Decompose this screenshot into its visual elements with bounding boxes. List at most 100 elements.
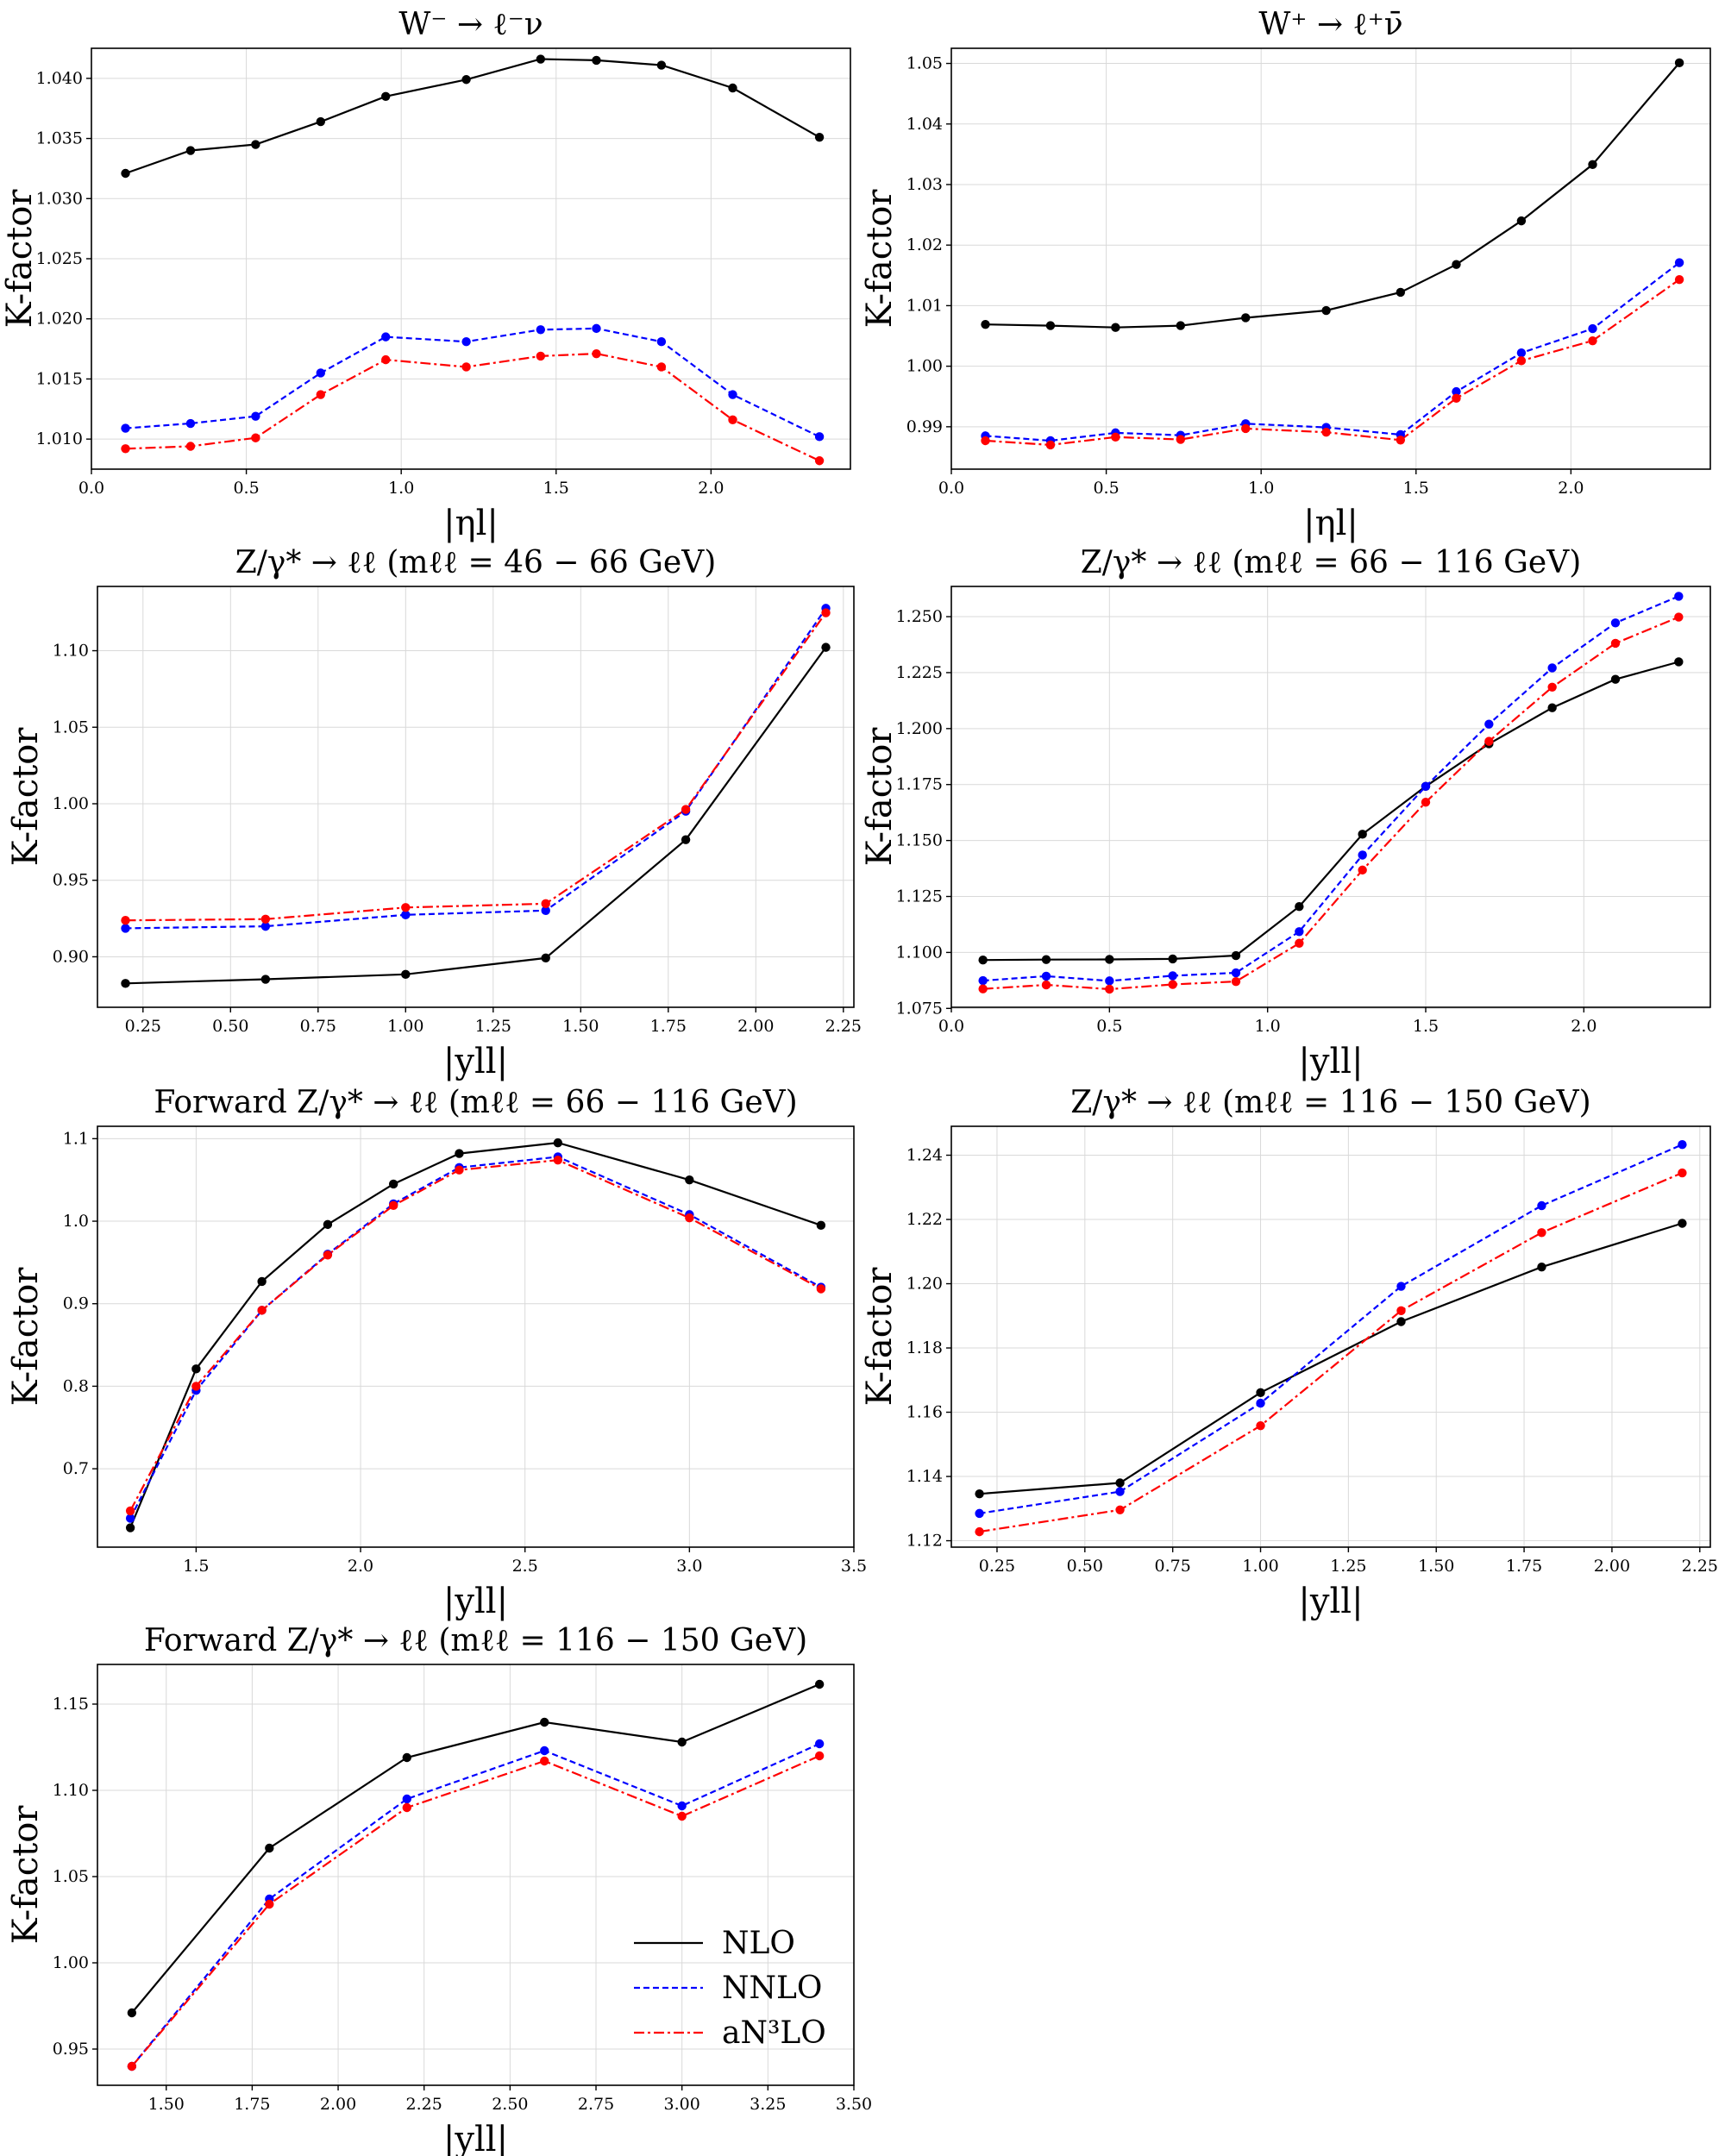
y-tick-label: 1.150 <box>896 831 943 850</box>
data-point <box>978 975 988 986</box>
data-point <box>656 362 667 372</box>
data-point <box>685 1213 694 1223</box>
data-point <box>681 805 691 814</box>
data-point <box>975 1508 984 1519</box>
data-point <box>1041 980 1051 990</box>
data-point <box>1547 703 1557 712</box>
panel-title: Z/γ* → ℓℓ (mℓℓ = 116 − 150 GeV) <box>1070 1085 1590 1120</box>
y-axis-label: K-factor <box>860 1267 900 1407</box>
x-tick-label: 1.50 <box>562 1017 599 1036</box>
data-point <box>816 1220 826 1231</box>
y-tick-label: 1.075 <box>896 999 943 1018</box>
data-point <box>1231 976 1241 987</box>
data-point <box>728 415 737 425</box>
x-tick-label: 1.5 <box>1403 479 1429 498</box>
x-tick-label: 2.00 <box>1594 1557 1630 1576</box>
data-point <box>814 1679 825 1689</box>
x-tick-label: 1.50 <box>148 2095 185 2114</box>
x-tick-label: 0.0 <box>938 479 964 498</box>
data-point <box>814 432 825 442</box>
y-axis-label: K-factor <box>860 727 900 867</box>
series-line-NLO <box>131 1683 820 2014</box>
data-point <box>1452 260 1461 269</box>
data-point <box>455 1149 464 1158</box>
x-axis-label: |yll| <box>1298 1582 1363 1621</box>
data-point <box>1168 954 1177 964</box>
series-line-NLO <box>982 661 1679 962</box>
series-line-NLO <box>985 62 1680 329</box>
data-point <box>121 444 130 454</box>
data-point <box>1176 321 1185 330</box>
data-point <box>536 54 546 64</box>
series-line-NNLO <box>979 1144 1683 1514</box>
data-point <box>1115 1505 1125 1514</box>
data-point <box>1452 386 1461 397</box>
y-tick-label: 1.175 <box>896 775 943 794</box>
y-tick-label: 1.10 <box>53 642 89 661</box>
data-point <box>1041 955 1051 964</box>
plot-frame <box>97 586 855 1008</box>
y-tick-label: 0.95 <box>53 2040 89 2059</box>
x-tick-label: 2.0 <box>1571 1017 1596 1036</box>
data-point <box>257 1306 267 1315</box>
data-point <box>981 319 990 329</box>
data-point <box>1295 901 1304 912</box>
data-point <box>401 969 411 980</box>
data-point <box>1321 305 1331 316</box>
data-point <box>1421 798 1431 807</box>
y-tick-label: 0.90 <box>53 947 89 966</box>
data-point <box>121 979 130 988</box>
data-point <box>553 1156 563 1165</box>
y-axis-label: K-factor <box>0 189 40 329</box>
data-point <box>1241 313 1251 323</box>
x-tick-label: 0.75 <box>300 1017 336 1036</box>
x-tick-label: 2.25 <box>825 1017 862 1036</box>
chart-panel-3: 0.25 0.50 0.75 1.00 1.25 1.50 1.75 2.00 2.25 0.90… <box>6 545 862 1081</box>
data-point <box>127 2061 137 2071</box>
data-point <box>185 418 196 429</box>
data-point <box>185 442 196 451</box>
x-tick-label: 0.25 <box>979 1557 1015 1576</box>
data-point <box>1547 682 1557 693</box>
x-tick-label: 2.25 <box>1682 1557 1718 1576</box>
x-tick-label: 1.25 <box>475 1017 511 1036</box>
data-point <box>388 1179 398 1189</box>
data-point <box>1168 971 1177 981</box>
y-tick-label: 1.00 <box>53 794 89 813</box>
data-point <box>191 1364 201 1374</box>
x-tick-label: 2.0 <box>1558 479 1584 498</box>
data-point <box>316 390 325 399</box>
data-point <box>1231 968 1241 978</box>
data-point <box>1111 323 1120 332</box>
series-line-NLO <box>125 58 820 175</box>
data-point <box>592 55 601 66</box>
panel-title: Z/γ* → ℓℓ (mℓℓ = 66 − 116 GeV) <box>1081 545 1581 580</box>
data-point <box>536 351 546 361</box>
y-tick-label: 1.250 <box>896 607 943 626</box>
y-axis-label: K-factor <box>6 727 46 867</box>
data-point <box>592 348 601 359</box>
data-point <box>121 168 130 179</box>
y-tick-label: 1.14 <box>906 1467 943 1486</box>
data-point <box>821 608 831 617</box>
series-line-aN³LO <box>979 1171 1683 1533</box>
data-point <box>553 1138 563 1148</box>
series-line-aN³LO <box>131 1754 820 2067</box>
data-point <box>1041 971 1051 981</box>
series-line-aN³LO <box>129 1159 822 1512</box>
plot-frame <box>950 1125 1711 1548</box>
x-tick-label: 1.00 <box>387 1017 423 1036</box>
x-tick-label: 2.25 <box>406 2095 442 2114</box>
x-tick-label: 1.75 <box>1506 1557 1542 1576</box>
data-point <box>1115 1487 1125 1496</box>
x-tick-label: 0.50 <box>1067 1557 1103 1576</box>
x-tick-label: 0.50 <box>212 1017 248 1036</box>
data-point <box>975 1526 984 1537</box>
data-point <box>814 1751 825 1761</box>
data-point <box>381 332 391 342</box>
y-tick-label: 1.225 <box>896 663 943 682</box>
x-axis-label: |yll| <box>443 2120 508 2156</box>
x-tick-label: 1.75 <box>234 2095 270 2114</box>
data-point <box>251 433 260 442</box>
panel-title: Forward Z/γ* → ℓℓ (mℓℓ = 116 − 150 GeV) <box>144 1623 807 1658</box>
